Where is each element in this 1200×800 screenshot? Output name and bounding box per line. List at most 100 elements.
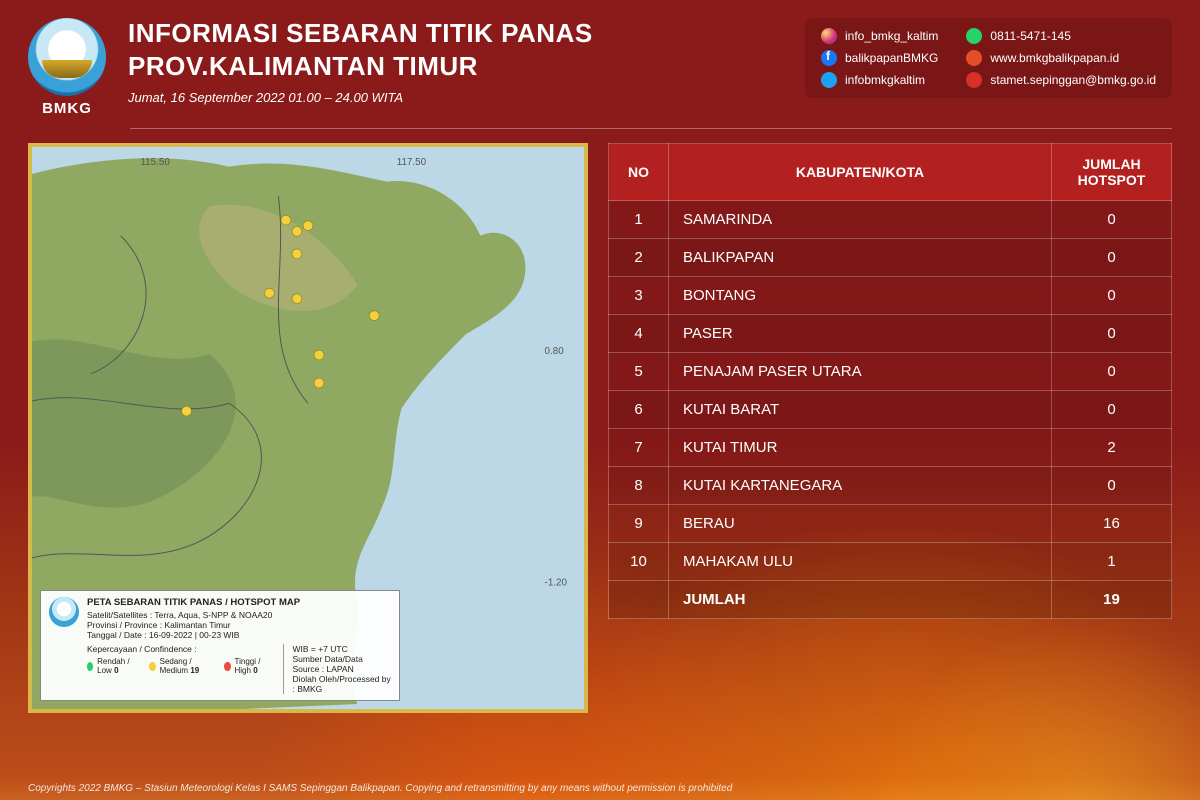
table-row: 2BALIKPAPAN0 [609,239,1172,277]
map-legend: PETA SEBARAN TITIK PANAS / HOTSPOT MAP S… [40,590,400,701]
table-row: 8KUTAI KARTANEGARA0 [609,467,1172,505]
legend-low: Rendah / Low 0 [87,657,135,675]
contact-facebook: balikpapanBMKG [821,50,938,66]
legend-confidence-label: Kepercayaan / Confindence : [87,644,269,654]
mail-icon [966,72,982,88]
cell-count: 0 [1052,391,1172,429]
hotspot-marker [314,378,324,388]
legend-title: PETA SEBARAN TITIK PANAS / HOTSPOT MAP [87,597,391,608]
legend-satellites: Satelit/Satellites : Terra, Aqua, S-NPP … [87,610,391,620]
hotspot-marker [292,249,302,259]
cell-count: 0 [1052,315,1172,353]
map-xlabel-left: 115.50 [140,157,170,168]
bmkg-logo-icon [28,18,106,96]
map-ylabel-top: 0.80 [545,346,565,357]
cell-name: BALIKPAPAN [669,239,1052,277]
legend-medium: Sedang / Medium 19 [149,657,210,675]
legend-province: Provinsi / Province : Kalimantan Timur [87,620,391,630]
total-count: 19 [1052,581,1172,619]
table-row: 10MAHAKAM ULU1 [609,543,1172,581]
hotspot-marker [281,215,291,225]
contact-instagram: info_bmkg_kaltim [821,28,938,44]
whatsapp-number: 0811-5471-145 [990,29,1071,43]
table-header-row: NO KABUPATEN/KOTA JUMLAH HOTSPOT [609,144,1172,201]
email-address: stamet.sepinggan@bmkg.go.id [990,73,1156,87]
website-url: www.bmkgbalikpapan.id [990,51,1119,65]
table-row: 5PENAJAM PASER UTARA0 [609,353,1172,391]
contact-whatsapp: 0811-5471-145 [966,28,1156,44]
contact-email: stamet.sepinggan@bmkg.go.id [966,72,1156,88]
cell-count: 0 [1052,277,1172,315]
cell-count: 0 [1052,239,1172,277]
cell-no: 7 [609,429,669,467]
cell-name: KUTAI BARAT [669,391,1052,429]
table-row: 1SAMARINDA0 [609,201,1172,239]
contacts-panel: info_bmkg_kaltim 0811-5471-145 balikpapa… [805,18,1172,98]
cell-no: 10 [609,543,669,581]
legend-note-3: Diolah Oleh/Processed by : BMKG [292,674,391,694]
table-row: 4PASER0 [609,315,1172,353]
legend-note-1: WIB = +7 UTC [292,644,391,654]
cell-name: PASER [669,315,1052,353]
hotspot-marker [182,406,192,416]
table-row: 6KUTAI BARAT0 [609,391,1172,429]
hotspot-marker [292,294,302,304]
dot-medium-icon [149,662,155,671]
cell-count: 0 [1052,353,1172,391]
map-xlabel-right: 117.50 [397,157,427,168]
cell-name: SAMARINDA [669,201,1052,239]
hotspot-marker [314,350,324,360]
cell-count: 1 [1052,543,1172,581]
whatsapp-icon [966,28,982,44]
cell-count: 0 [1052,201,1172,239]
contact-twitter: infobmkgkaltim [821,72,938,88]
cell-no: 6 [609,391,669,429]
cell-name: BERAU [669,505,1052,543]
cell-count: 0 [1052,467,1172,505]
cell-count: 2 [1052,429,1172,467]
contact-website: www.bmkgbalikpapan.id [966,50,1156,66]
subtitle-date: Jumat, 16 September 2022 01.00 – 24.00 W… [128,90,783,105]
title-block: INFORMASI SEBARAN TITIK PANAS PROV.KALIM… [128,18,783,105]
cell-name: BONTANG [669,277,1052,315]
cell-name: PENAJAM PASER UTARA [669,353,1052,391]
bmkg-logo-label: BMKG [28,100,106,117]
legend-high: Tinggi / High 0 [224,657,269,675]
cell-no: 3 [609,277,669,315]
total-label: JUMLAH [669,581,1052,619]
table-total-row: JUMLAH19 [609,581,1172,619]
col-count: JUMLAH HOTSPOT [1052,144,1172,201]
globe-icon [966,50,982,66]
hotspot-table: NO KABUPATEN/KOTA JUMLAH HOTSPOT 1SAMARI… [608,143,1172,619]
cell-count: 16 [1052,505,1172,543]
content-row: 115.50 117.50 0.80 -1.20 PETA SEBARAN TI… [0,117,1200,713]
hotspot-map: 115.50 117.50 0.80 -1.20 PETA SEBARAN TI… [28,143,588,713]
cell-no: 8 [609,467,669,505]
twitter-icon [821,72,837,88]
twitter-handle: infobmkgkaltim [845,73,925,87]
table-row: 7KUTAI TIMUR2 [609,429,1172,467]
dot-high-icon [224,662,230,671]
map-ylabel-bot: -1.20 [545,578,568,589]
title-line-1: INFORMASI SEBARAN TITIK PANAS [128,18,783,49]
facebook-handle: balikpapanBMKG [845,51,938,65]
cell-name: MAHAKAM ULU [669,543,1052,581]
cell-name: KUTAI KARTANEGARA [669,467,1052,505]
table-row: 3BONTANG0 [609,277,1172,315]
header: BMKG INFORMASI SEBARAN TITIK PANAS PROV.… [0,0,1200,117]
hotspot-marker [369,311,379,321]
facebook-icon [821,50,837,66]
cell-no: 5 [609,353,669,391]
legend-date: Tanggal / Date : 16-09-2022 | 00-23 WIB [87,630,391,640]
col-no: NO [609,144,669,201]
title-line-2: PROV.KALIMANTAN TIMUR [128,51,783,82]
instagram-icon [821,28,837,44]
legend-note-2: Sumber Data/Data Source : LAPAN [292,654,391,674]
hotspot-marker [303,221,313,231]
cell-no: 1 [609,201,669,239]
hotspot-marker [264,288,274,298]
instagram-handle: info_bmkg_kaltim [845,29,938,43]
col-name: KABUPATEN/KOTA [669,144,1052,201]
cell-no: 2 [609,239,669,277]
hotspot-marker [292,226,302,236]
